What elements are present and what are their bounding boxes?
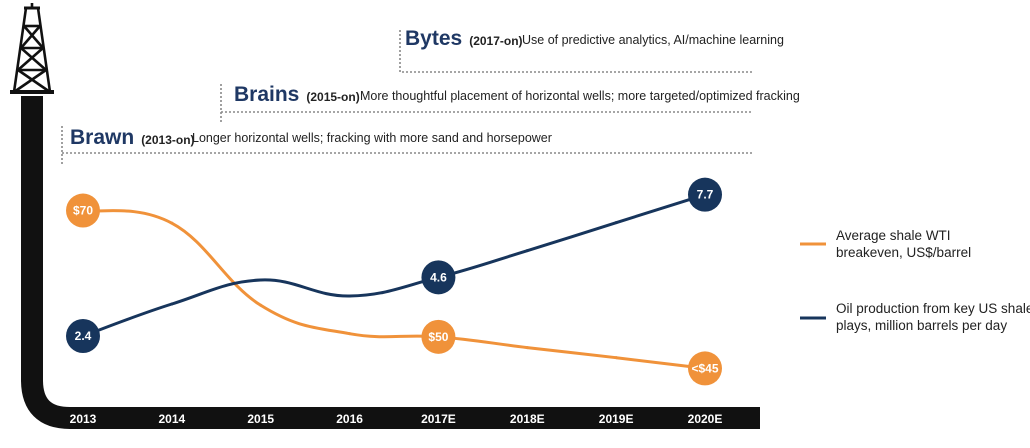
data-label: <$45 bbox=[688, 351, 722, 386]
data-label-text: 2.4 bbox=[75, 329, 92, 343]
svg-text:Bytes(2017-on): Bytes (2017-on) bbox=[405, 27, 523, 50]
data-label: $50 bbox=[421, 319, 456, 354]
data-label-text: 7.7 bbox=[697, 188, 714, 202]
x-tick-label: 2019E bbox=[599, 412, 634, 426]
x-tick-label: 2014 bbox=[159, 412, 186, 426]
x-tick-label: 2015 bbox=[247, 412, 274, 426]
series-line-0 bbox=[82, 209, 706, 370]
legend-label: Average shale WTI bbox=[836, 228, 951, 243]
x-tick-label: 2016 bbox=[336, 412, 363, 426]
annotation-years: (2017-on) bbox=[469, 34, 522, 48]
annotation-brawn: Brawn (2013-on) Longer horizontal wells; … bbox=[61, 126, 752, 165]
data-label-text: 4.6 bbox=[430, 270, 447, 284]
pipe-axis bbox=[21, 96, 760, 429]
legend-item-production: Oil production from key US shale plays, … bbox=[800, 301, 1030, 333]
data-label-text: $50 bbox=[428, 330, 448, 344]
annotation-years: (2015-on) bbox=[306, 90, 359, 104]
legend: Average shale WTI breakeven, US$/barrel … bbox=[800, 228, 1030, 333]
data-point bbox=[348, 332, 352, 336]
legend-item-breakeven: Average shale WTI breakeven, US$/barrel bbox=[800, 228, 971, 260]
annotation-title: Bytes bbox=[405, 27, 462, 50]
x-tick-label: 2013 bbox=[70, 412, 97, 426]
svg-text:Brains(2015-on): Brains (2015-on) bbox=[234, 83, 360, 106]
data-point bbox=[525, 249, 529, 253]
x-tick-label: 2018E bbox=[510, 412, 545, 426]
data-point bbox=[170, 302, 174, 306]
annotation-desc: Use of predictive analytics, AI/machine … bbox=[522, 33, 784, 47]
annotation-desc: Longer horizontal wells; fracking with m… bbox=[192, 131, 552, 145]
annotation-desc: More thoughtful placement of horizontal … bbox=[360, 89, 800, 103]
annotation-years: (2013-on) bbox=[141, 133, 194, 147]
data-label: $70 bbox=[66, 193, 100, 228]
legend-label: plays, million barrels per day bbox=[836, 318, 1007, 333]
oil-derrick-icon bbox=[10, 3, 54, 94]
annotation-brains: Brains (2015-on) More thoughtful placemen… bbox=[220, 83, 800, 122]
data-point bbox=[614, 356, 618, 360]
x-tick-label: 2017E bbox=[421, 412, 456, 426]
data-label: 4.6 bbox=[421, 260, 456, 295]
data-label-text: $70 bbox=[73, 204, 93, 218]
legend-label: breakeven, US$/barrel bbox=[836, 245, 971, 260]
annotation-bytes: Bytes (2017-on) Use of predictive analyti… bbox=[399, 27, 784, 73]
data-point bbox=[259, 303, 263, 307]
data-label: 2.4 bbox=[66, 319, 100, 353]
data-point bbox=[259, 278, 263, 282]
data-point bbox=[170, 221, 174, 225]
annotation-title: Brains bbox=[234, 83, 299, 106]
data-label-text: <$45 bbox=[691, 361, 718, 375]
x-tick-label: 2020E bbox=[688, 412, 723, 426]
data-point bbox=[614, 221, 618, 225]
data-label: 7.7 bbox=[688, 177, 722, 212]
data-point bbox=[348, 294, 352, 298]
svg-text:Brawn(2013-on): Brawn (2013-on) bbox=[70, 126, 195, 149]
series-line-1 bbox=[82, 193, 706, 338]
legend-label: Oil production from key US shale bbox=[836, 301, 1030, 316]
annotation-title: Brawn bbox=[70, 126, 134, 149]
data-point bbox=[525, 346, 529, 350]
